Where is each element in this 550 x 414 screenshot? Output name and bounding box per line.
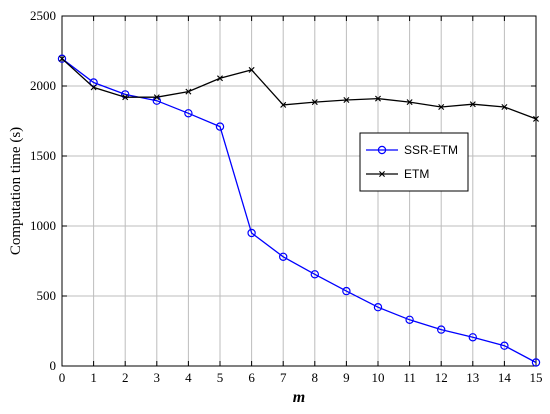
x-tick-label: 14 [498,370,512,385]
y-tick-label: 500 [37,288,57,303]
data-point-ssr-etm [437,325,446,334]
data-point-etm [90,84,97,91]
x-tick-label: 12 [435,370,448,385]
data-point-ssr-etm [184,109,193,118]
x-tick-label: 13 [466,370,479,385]
data-point-ssr-etm [342,286,351,296]
data-point-etm [217,75,223,82]
x-tick-label: 3 [154,370,161,385]
data-point-ssr-etm [215,122,225,131]
x-tick-label: 15 [530,370,543,385]
axis-ticks: 0 1 2 3 4 5 6 7 8 9 10 11 12 13 14 15050010001500200025… [30,8,543,385]
data-point-etm [153,94,160,101]
legend-label: SSR-ETM [404,143,458,157]
x-tick-label: 6 [248,370,255,385]
x-tick-label: 1 [90,370,97,385]
data-point-etm [280,101,287,108]
data-point-etm [375,95,381,102]
data-point-etm [533,115,539,122]
data-point-ssr-etm [405,315,414,324]
data-point-ssr-etm [57,54,67,63]
legend-box [359,132,469,192]
data-point-etm [501,104,508,110]
data-point-etm [311,99,318,106]
data-point-etm [122,94,129,101]
data-point-etm [438,104,445,110]
x-tick-label: 9 [343,370,350,385]
plot-frame [61,15,537,367]
series-group [57,54,541,367]
y-axis-label: Computation time (s) [8,127,24,255]
x-tick-label: 8 [312,370,319,385]
x-tick-label: 4 [185,370,192,385]
data-point-etm [185,88,192,95]
x-tick-label: 7 [280,370,287,385]
data-point-ssr-etm [531,358,541,367]
data-point-etm [406,99,413,106]
x-tick-label: 11 [403,370,416,385]
data-point-etm [248,66,255,73]
y-tick-label: 1500 [30,148,56,163]
x-tick-label: 2 [122,370,129,385]
y-tick-label: 2500 [30,8,56,23]
y-tick-label: 0 [50,358,57,373]
legend-item-etm: ETM [366,167,429,181]
series-line-etm [61,58,537,120]
data-point-etm [343,97,350,103]
data-point-ssr-etm [373,303,383,312]
data-point-ssr-etm [468,333,477,342]
y-tick-label: 2000 [30,78,56,93]
data-point-etm [59,55,65,62]
x-tick-label: 10 [372,370,385,385]
legend-label: ETM [404,167,429,181]
legend: SSR-ETM ETM [359,132,469,192]
data-point-ssr-etm [120,90,130,99]
data-point-ssr-etm [89,78,98,87]
data-point-ssr-etm [310,270,319,279]
data-point-ssr-etm [500,341,509,350]
legend-marker-circle [377,145,387,155]
data-point-ssr-etm [279,252,288,261]
y-tick-label: 1000 [30,218,56,233]
legend-item-ssr-etm: SSR-ETM [366,143,458,157]
x-axis-label: m [293,389,305,406]
x-tick-label: 0 [59,370,66,385]
data-point-ssr-etm [247,228,256,238]
data-point-etm [469,101,476,108]
x-tick-label: 5 [217,370,224,385]
